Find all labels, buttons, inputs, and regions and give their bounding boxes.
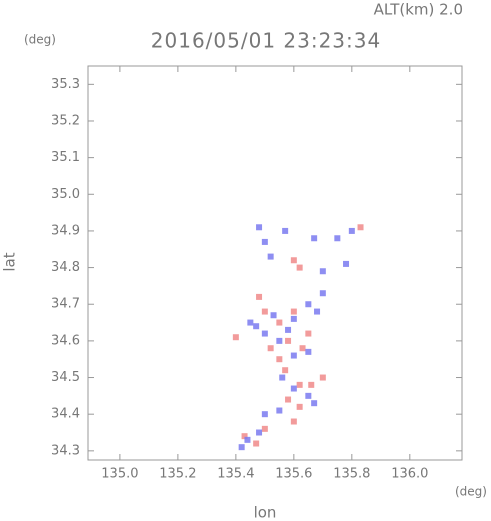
data-cell xyxy=(267,253,274,260)
data-cell xyxy=(305,301,312,308)
data-cell xyxy=(256,293,263,300)
y-tick-label: 34.7 xyxy=(51,297,80,312)
data-cell xyxy=(334,235,341,242)
y-tick-label: 35.0 xyxy=(51,187,80,202)
y-unit: (deg) xyxy=(24,33,56,47)
data-cell xyxy=(305,330,312,337)
data-cell xyxy=(244,436,251,443)
data-cell xyxy=(296,403,303,410)
y-tick-label: 34.8 xyxy=(51,260,80,275)
x-tick-label: 135.6 xyxy=(275,467,312,482)
x-tick-label: 135.0 xyxy=(101,467,138,482)
x-tick-label: 135.8 xyxy=(333,467,370,482)
data-cell xyxy=(276,407,283,414)
data-cell xyxy=(290,418,297,425)
x-unit: (deg) xyxy=(455,485,487,499)
data-cell xyxy=(253,440,260,447)
y-tick-label: 34.6 xyxy=(51,333,80,348)
data-cell xyxy=(290,385,297,392)
chart-title: 2016/05/01 23:23:34 xyxy=(151,29,381,53)
y-tick-label: 34.4 xyxy=(51,407,80,422)
data-cell xyxy=(296,264,303,271)
data-cell xyxy=(319,290,326,297)
data-cell xyxy=(357,224,364,231)
data-cell xyxy=(285,396,292,403)
data-cell xyxy=(238,444,245,451)
data-cell xyxy=(276,337,283,344)
x-tick-label: 135.2 xyxy=(159,467,196,482)
data-cell xyxy=(285,337,292,344)
data-cell xyxy=(290,315,297,322)
data-cell xyxy=(296,381,303,388)
data-cell xyxy=(276,319,283,326)
y-axis-label: lat xyxy=(1,252,19,271)
y-tick-label: 34.5 xyxy=(51,370,80,385)
annotation: ALT(km) 2.0 xyxy=(374,1,463,19)
data-cell xyxy=(253,323,260,330)
data-cell xyxy=(290,257,297,264)
y-tick-label: 35.3 xyxy=(51,77,80,92)
data-cell xyxy=(305,348,312,355)
data-cell xyxy=(261,330,268,337)
y-tick-label: 34.9 xyxy=(51,223,80,238)
data-cell xyxy=(319,374,326,381)
data-cell xyxy=(261,238,268,245)
data-cell xyxy=(270,312,277,319)
data-cell xyxy=(311,235,318,242)
x-tick-label: 135.4 xyxy=(217,467,254,482)
data-cell xyxy=(282,227,289,234)
data-cell xyxy=(348,227,355,234)
data-cell xyxy=(261,411,268,418)
data-cell xyxy=(290,308,297,315)
data-cell xyxy=(261,308,268,315)
data-cell xyxy=(299,345,306,352)
y-tick-label: 34.3 xyxy=(51,443,80,458)
data-cell xyxy=(343,260,350,267)
data-cell xyxy=(276,356,283,363)
data-cell xyxy=(290,352,297,359)
data-cell xyxy=(261,425,268,432)
data-cell xyxy=(314,308,321,315)
data-cell xyxy=(256,429,263,436)
plot-frame xyxy=(87,65,463,461)
data-cell xyxy=(279,374,286,381)
data-cell xyxy=(256,224,263,231)
data-cell xyxy=(319,268,326,275)
data-cell xyxy=(285,326,292,333)
data-cell xyxy=(308,381,315,388)
data-cell xyxy=(267,345,274,352)
data-cell xyxy=(305,392,312,399)
y-tick-label: 35.1 xyxy=(51,150,80,165)
data-cell xyxy=(241,433,248,440)
data-cell xyxy=(232,334,239,341)
x-tick-label: 136.0 xyxy=(391,467,428,482)
x-axis-label: lon xyxy=(254,504,277,521)
y-tick-label: 35.2 xyxy=(51,113,80,128)
data-cell xyxy=(247,319,254,326)
data-cell xyxy=(311,400,318,407)
data-cell xyxy=(282,367,289,374)
